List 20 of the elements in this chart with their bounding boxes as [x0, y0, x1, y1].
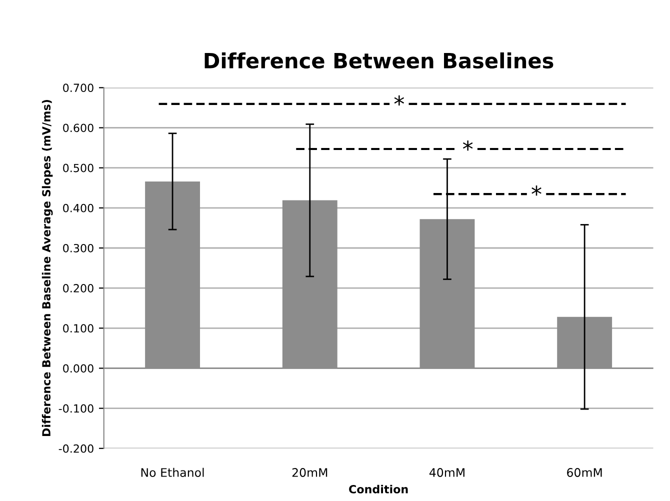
y-tick-label: -0.100: [58, 404, 94, 413]
x-tick-label: 60mM: [567, 468, 602, 477]
y-tick-label: 0.500: [63, 164, 94, 172]
y-tick-label: 0.400: [63, 204, 94, 212]
y-tick-label: 0.100: [63, 324, 94, 333]
y-tick-label: 0.000: [63, 364, 94, 373]
x-tick-label: 40mM: [429, 468, 464, 477]
y-axis-title: Difference Between Baseline Average Slopes (mV/ms): [42, 100, 53, 436]
x-axis-title: Condition: [349, 484, 408, 494]
annotation: *: [462, 140, 473, 151]
y-tick-label: 0.200: [63, 284, 94, 292]
y-tick-label: -0.200: [58, 444, 94, 453]
y-tick-label: 0.300: [63, 244, 94, 252]
x-tick-label: No Ethanol: [141, 468, 204, 477]
y-tick-label: 0.700: [63, 84, 94, 92]
chart-title: Difference Between Baselines: [204, 52, 554, 69]
y-tick-label: 0.600: [63, 124, 94, 132]
x-tick-label: 20mM: [292, 468, 328, 477]
annotation: *: [394, 95, 404, 106]
annotation: *: [532, 186, 542, 196]
